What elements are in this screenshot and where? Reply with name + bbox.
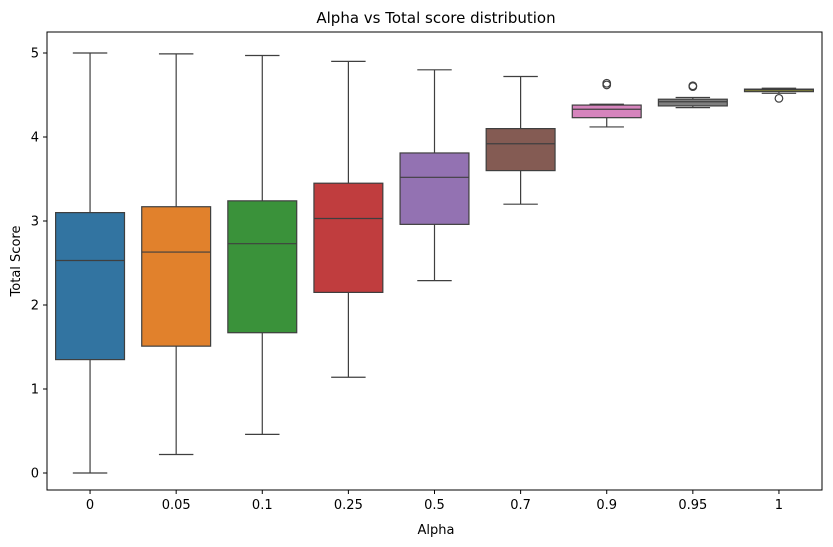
y-tick-label: 1 [31, 383, 39, 398]
x-tick-label: 0.5 [424, 498, 445, 513]
y-axis: 0 1 2 3 4 5 [31, 47, 47, 482]
box-0.1 [227, 54, 298, 435]
outlier-point [688, 81, 698, 91]
box-0.95 [657, 81, 728, 109]
x-axis: 0 0.05 0.1 0.25 0.5 0.7 0.9 0.95 1 [86, 490, 783, 513]
box-0.7 [485, 75, 556, 205]
box-1 [743, 87, 814, 103]
x-tick-label: 0 [86, 498, 94, 513]
outlier-point [602, 78, 612, 88]
iqr-box [141, 206, 212, 347]
box-0.05 [141, 53, 212, 456]
y-tick-label: 3 [31, 215, 39, 230]
y-tick-label: 4 [31, 131, 39, 146]
box-series [55, 52, 814, 474]
iqr-box [657, 98, 728, 107]
box-0.5 [399, 69, 470, 282]
y-axis-label: Total Score [9, 226, 24, 298]
iqr-box [399, 152, 470, 225]
box-0 [55, 52, 126, 474]
x-tick-label: 1 [775, 498, 783, 513]
iqr-box [571, 104, 642, 119]
y-tick-label: 5 [31, 47, 39, 62]
iqr-box [313, 182, 384, 293]
box-0.25 [313, 60, 384, 378]
x-tick-label: 0.05 [162, 498, 191, 513]
x-tick-label: 0.25 [334, 498, 363, 513]
iqr-box [55, 212, 126, 361]
x-tick-label: 0.9 [596, 498, 617, 513]
x-tick-label: 0.1 [252, 498, 273, 513]
iqr-box [227, 200, 298, 334]
iqr-box [485, 128, 556, 172]
y-tick-label: 0 [31, 467, 39, 482]
x-axis-label: Alpha [418, 523, 455, 538]
x-tick-label: 0.95 [678, 498, 707, 513]
x-tick-label: 0.7 [510, 498, 531, 513]
y-tick-label: 2 [31, 299, 39, 314]
box-0.9 [571, 78, 642, 128]
outlier-point [774, 93, 784, 103]
chart-title: Alpha vs Total score distribution [316, 9, 555, 27]
